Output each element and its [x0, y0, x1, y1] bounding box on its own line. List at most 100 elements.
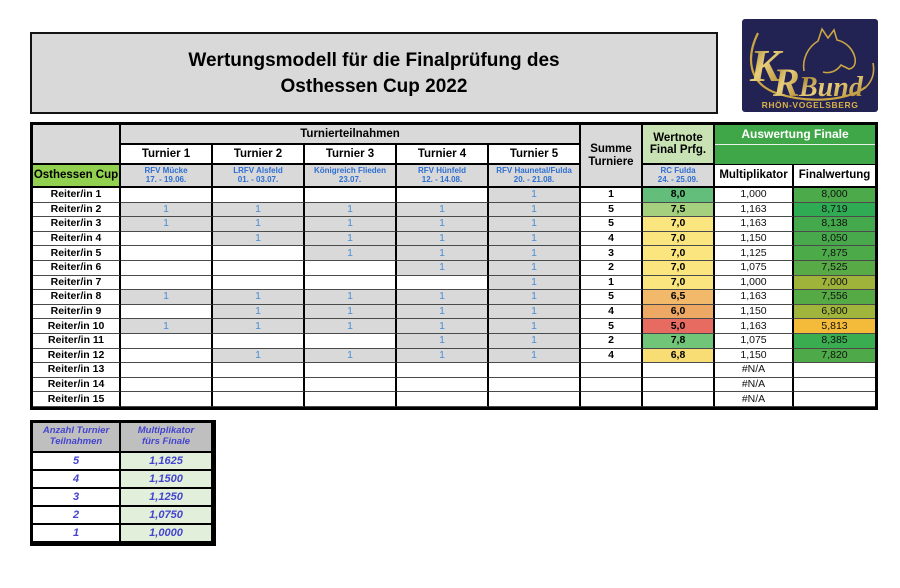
participation-cell[interactable]: [397, 392, 489, 407]
participation-cell[interactable]: 1: [213, 304, 305, 320]
wertnote-cell[interactable]: 6,8: [643, 348, 715, 364]
participation-cell[interactable]: 1: [121, 202, 213, 218]
multiplikator-cell[interactable]: 1,163: [715, 290, 794, 305]
summe-cell[interactable]: [581, 392, 643, 407]
turnier-4-header[interactable]: Turnier 4: [397, 145, 489, 165]
participation-cell[interactable]: 1: [397, 333, 489, 349]
wertnote-cell[interactable]: 8,0: [643, 188, 715, 203]
participation-cell[interactable]: 1: [489, 202, 581, 218]
summe-cell[interactable]: 3: [581, 246, 643, 261]
participation-cell[interactable]: [305, 392, 397, 407]
wertnote-cell[interactable]: 7,0: [643, 260, 715, 276]
multiplikator-header[interactable]: Multiplikator: [715, 165, 794, 188]
legend-multiplikator-cell[interactable]: 1,1250: [121, 489, 213, 507]
finalwertung-cell[interactable]: 8,000: [794, 188, 875, 203]
legend-anzahl-header[interactable]: Anzahl Turnier Teilnahmen: [33, 423, 121, 453]
finalwertung-cell[interactable]: 5,813: [794, 319, 875, 334]
participation-cell[interactable]: 1: [213, 217, 305, 232]
multiplikator-cell[interactable]: #N/A: [715, 392, 794, 407]
participation-cell[interactable]: 1: [305, 246, 397, 261]
participation-cell[interactable]: [121, 377, 213, 393]
row-label[interactable]: Reiter/in 11: [33, 333, 121, 349]
participation-cell[interactable]: 1: [121, 217, 213, 232]
multiplikator-cell[interactable]: 1,075: [715, 260, 794, 276]
multiplikator-cell[interactable]: 1,000: [715, 275, 794, 291]
participation-cell[interactable]: 1: [489, 260, 581, 276]
turnier-3-venue-cell[interactable]: Königreich Flieden 23.07.: [305, 165, 397, 188]
summe-cell[interactable]: [581, 377, 643, 393]
summe-cell[interactable]: 2: [581, 333, 643, 349]
finalwertung-header[interactable]: Finalwertung: [794, 165, 875, 188]
multiplikator-cell[interactable]: 1,000: [715, 188, 794, 203]
participation-cell[interactable]: [397, 275, 489, 291]
participation-cell[interactable]: [121, 333, 213, 349]
participation-cell[interactable]: [305, 260, 397, 276]
finalwertung-cell[interactable]: [794, 377, 875, 393]
turnier-2-header[interactable]: Turnier 2: [213, 145, 305, 165]
wertnote-cell[interactable]: 7,0: [643, 217, 715, 232]
final-prfg-venue-cell[interactable]: RC Fulda 24. - 25.09.: [643, 165, 715, 188]
summe-cell[interactable]: 4: [581, 348, 643, 364]
participation-cell[interactable]: 1: [305, 304, 397, 320]
multiplikator-cell[interactable]: 1,163: [715, 217, 794, 232]
legend-multiplikator-cell[interactable]: 1,1500: [121, 471, 213, 489]
turnier-1-venue-cell[interactable]: RFV Mücke 17. - 19.06.: [121, 165, 213, 188]
participation-cell[interactable]: 1: [397, 290, 489, 305]
auswertung-finale-header[interactable]: Auswertung Finale: [715, 125, 875, 145]
participation-cell[interactable]: 1: [213, 202, 305, 218]
finalwertung-cell[interactable]: 8,719: [794, 202, 875, 218]
participation-cell[interactable]: [305, 333, 397, 349]
row-label[interactable]: Reiter/in 9: [33, 304, 121, 320]
multiplikator-cell[interactable]: 1,150: [715, 348, 794, 364]
turnier-4-venue-cell[interactable]: RFV Hünfeld 12. - 14.08.: [397, 165, 489, 188]
wertnote-cell[interactable]: [643, 363, 715, 378]
multiplikator-cell[interactable]: 1,075: [715, 333, 794, 349]
summe-cell[interactable]: 5: [581, 202, 643, 218]
wertnote-cell[interactable]: 5,0: [643, 319, 715, 334]
participation-cell[interactable]: 1: [489, 333, 581, 349]
row-label[interactable]: Reiter/in 12: [33, 348, 121, 364]
participation-cell[interactable]: 1: [213, 348, 305, 364]
participation-cell[interactable]: 1: [305, 202, 397, 218]
participation-cell[interactable]: [121, 260, 213, 276]
participation-cell[interactable]: [213, 333, 305, 349]
multiplikator-cell[interactable]: 1,163: [715, 202, 794, 218]
participation-cell[interactable]: [121, 188, 213, 203]
summe-cell[interactable]: 4: [581, 231, 643, 247]
summe-cell[interactable]: [581, 363, 643, 378]
participation-cell[interactable]: [213, 246, 305, 261]
summe-cell[interactable]: 1: [581, 275, 643, 291]
participation-cell[interactable]: [489, 392, 581, 407]
multiplikator-cell[interactable]: #N/A: [715, 377, 794, 393]
row-label[interactable]: Reiter/in 7: [33, 275, 121, 291]
participation-cell[interactable]: [121, 246, 213, 261]
row-label[interactable]: Reiter/in 5: [33, 246, 121, 261]
participation-cell[interactable]: [213, 188, 305, 203]
multiplikator-cell[interactable]: 1,150: [715, 231, 794, 247]
participation-cell[interactable]: 1: [213, 319, 305, 334]
row-label[interactable]: Reiter/in 14: [33, 377, 121, 393]
wertnote-cell[interactable]: 7,0: [643, 231, 715, 247]
row-label[interactable]: Reiter/in 3: [33, 217, 121, 232]
participation-cell[interactable]: 1: [489, 231, 581, 247]
multiplikator-cell[interactable]: 1,150: [715, 304, 794, 320]
participation-cell[interactable]: 1: [489, 319, 581, 334]
summe-cell[interactable]: 2: [581, 260, 643, 276]
wertnote-cell[interactable]: 7,5: [643, 202, 715, 218]
participation-cell[interactable]: [121, 304, 213, 320]
participation-cell[interactable]: 1: [397, 319, 489, 334]
participation-cell[interactable]: [397, 188, 489, 203]
summe-cell[interactable]: 1: [581, 188, 643, 203]
turnier-3-header[interactable]: Turnier 3: [305, 145, 397, 165]
legend-anzahl-cell[interactable]: 3: [33, 489, 121, 507]
finalwertung-cell[interactable]: [794, 392, 875, 407]
participation-cell[interactable]: 1: [305, 290, 397, 305]
participation-cell[interactable]: 1: [397, 246, 489, 261]
finalwertung-cell[interactable]: 7,525: [794, 260, 875, 276]
wertnote-cell[interactable]: 6,5: [643, 290, 715, 305]
row-label[interactable]: Reiter/in 6: [33, 260, 121, 276]
participation-cell[interactable]: [121, 392, 213, 407]
multiplikator-cell[interactable]: 1,125: [715, 246, 794, 261]
wertnote-cell[interactable]: [643, 392, 715, 407]
participation-cell[interactable]: 1: [489, 246, 581, 261]
